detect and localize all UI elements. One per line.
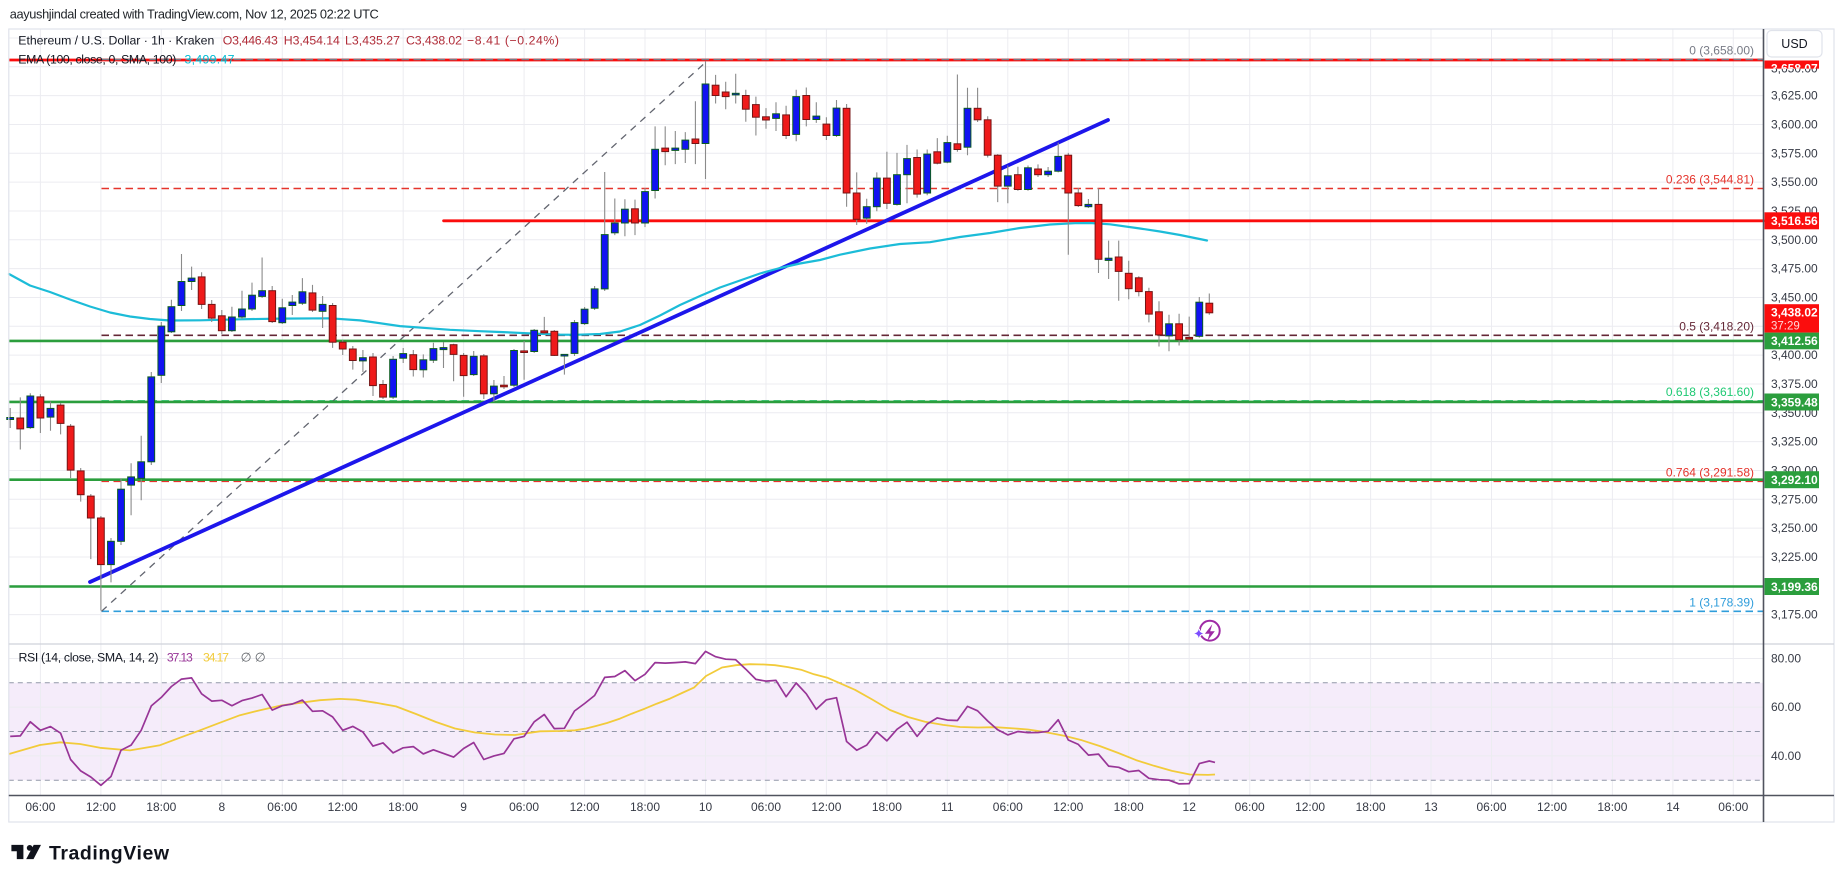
svg-text:06:00: 06:00	[267, 800, 297, 814]
svg-text:3,400.00: 3,400.00	[1771, 348, 1818, 362]
svg-text:EMA (100, close, 0, SMA, 100): EMA (100, close, 0, SMA, 100)	[18, 52, 176, 66]
svg-text:06:00: 06:00	[509, 800, 539, 814]
svg-text:34.17: 34.17	[203, 651, 229, 665]
svg-text:aayushjindal created with Trad: aayushjindal created with TradingView.co…	[10, 7, 379, 22]
svg-text:3,499.47: 3,499.47	[185, 52, 235, 66]
svg-text:12:00: 12:00	[811, 800, 841, 814]
svg-text:3,450.00: 3,450.00	[1771, 291, 1818, 305]
svg-text:0.764 (3,291.58): 0.764 (3,291.58)	[1666, 465, 1754, 479]
svg-text:06:00: 06:00	[1476, 800, 1506, 814]
svg-text:3,412.56: 3,412.56	[1771, 334, 1818, 348]
svg-text:10: 10	[699, 800, 713, 814]
svg-text:L3,435.27: L3,435.27	[345, 34, 400, 48]
svg-text:1 (3,178.39): 1 (3,178.39)	[1689, 595, 1754, 609]
svg-text:37:29: 37:29	[1771, 320, 1800, 332]
svg-text:C3,438.02: C3,438.02	[406, 34, 462, 48]
svg-text:14: 14	[1666, 800, 1680, 814]
svg-text:3,199.36: 3,199.36	[1771, 580, 1818, 594]
svg-text:06:00: 06:00	[25, 800, 55, 814]
svg-text:3,325.00: 3,325.00	[1771, 435, 1818, 449]
svg-text:Ethereum / U.S. Dollar · 1h ·: Ethereum / U.S. Dollar · 1h · Kraken	[18, 34, 214, 48]
svg-text:11: 11	[941, 800, 954, 814]
svg-text:06:00: 06:00	[751, 800, 781, 814]
svg-text:3,250.00: 3,250.00	[1771, 521, 1818, 535]
svg-text:12:00: 12:00	[328, 800, 358, 814]
svg-text:RSI (14, close, SMA, 14, 2): RSI (14, close, SMA, 14, 2)	[19, 651, 159, 665]
svg-text:3,575.00: 3,575.00	[1771, 146, 1818, 160]
svg-text:3,550.00: 3,550.00	[1771, 175, 1818, 189]
svg-text:18:00: 18:00	[872, 800, 902, 814]
svg-text:18:00: 18:00	[1597, 800, 1627, 814]
svg-text:40.00: 40.00	[1771, 749, 1801, 763]
svg-text:3,275.00: 3,275.00	[1771, 492, 1818, 506]
svg-text:3,516.56: 3,516.56	[1771, 214, 1818, 228]
svg-text:0 (3,658.00): 0 (3,658.00)	[1689, 44, 1754, 58]
svg-text:0.618 (3,361.60): 0.618 (3,361.60)	[1666, 385, 1754, 399]
svg-text:3,600.00: 3,600.00	[1771, 118, 1818, 132]
svg-text:3,225.00: 3,225.00	[1771, 550, 1818, 564]
svg-text:TradingView: TradingView	[49, 842, 170, 864]
svg-text:12:00: 12:00	[1053, 800, 1083, 814]
svg-text:06:00: 06:00	[1718, 800, 1748, 814]
svg-text:12: 12	[1183, 800, 1197, 814]
svg-text:06:00: 06:00	[1235, 800, 1265, 814]
svg-text:13: 13	[1424, 800, 1438, 814]
svg-text:60.00: 60.00	[1771, 700, 1801, 714]
svg-text:−8.41 (−0.24%): −8.41 (−0.24%)	[467, 34, 559, 48]
svg-text:12:00: 12:00	[1295, 800, 1325, 814]
svg-text:8: 8	[218, 800, 225, 814]
svg-text:3,175.00: 3,175.00	[1771, 608, 1818, 622]
svg-text:12:00: 12:00	[1537, 800, 1567, 814]
svg-text:3,359.48: 3,359.48	[1771, 395, 1818, 409]
svg-text:0.5 (3,418.20): 0.5 (3,418.20)	[1679, 319, 1754, 333]
svg-text:06:00: 06:00	[993, 800, 1023, 814]
svg-text:3,438.02: 3,438.02	[1771, 306, 1818, 320]
svg-text:12:00: 12:00	[86, 800, 116, 814]
svg-text:USD: USD	[1781, 37, 1807, 51]
svg-text:80.00: 80.00	[1771, 652, 1801, 666]
svg-text:O3,446.43: O3,446.43	[223, 34, 278, 48]
svg-text:3,500.00: 3,500.00	[1771, 233, 1818, 247]
svg-text:18:00: 18:00	[1356, 800, 1386, 814]
svg-text:9: 9	[460, 800, 467, 814]
svg-text:∅ ∅: ∅ ∅	[241, 651, 266, 665]
svg-text:H3,454.14: H3,454.14	[284, 34, 340, 48]
svg-text:18:00: 18:00	[1114, 800, 1144, 814]
svg-text:18:00: 18:00	[146, 800, 176, 814]
svg-text:0.236 (3,544.81): 0.236 (3,544.81)	[1666, 173, 1754, 187]
svg-text:18:00: 18:00	[630, 800, 660, 814]
svg-text:18:00: 18:00	[388, 800, 418, 814]
svg-text:3,375.00: 3,375.00	[1771, 377, 1818, 391]
svg-text:3,658.07: 3,658.07	[1771, 62, 1818, 76]
svg-text:12:00: 12:00	[570, 800, 600, 814]
svg-text:3,292.10: 3,292.10	[1771, 473, 1818, 487]
svg-text:37.13: 37.13	[167, 651, 193, 665]
svg-text:3,475.00: 3,475.00	[1771, 262, 1818, 276]
svg-text:3,625.00: 3,625.00	[1771, 89, 1818, 103]
